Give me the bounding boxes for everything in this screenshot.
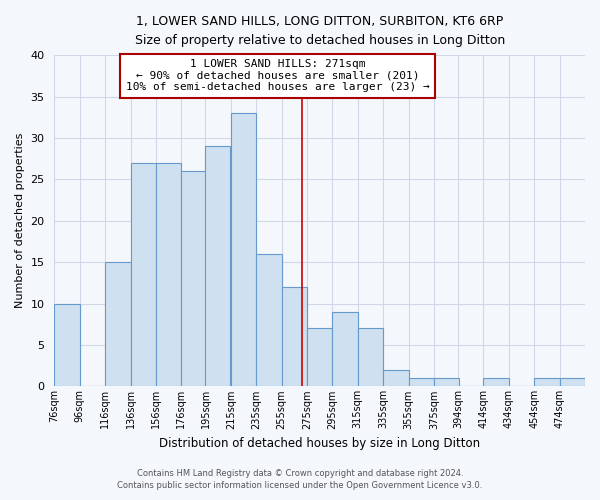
Bar bbox=[484, 378, 509, 386]
Title: 1, LOWER SAND HILLS, LONG DITTON, SURBITON, KT6 6RP
Size of property relative to: 1, LOWER SAND HILLS, LONG DITTON, SURBIT… bbox=[134, 15, 505, 47]
Bar bbox=[181, 171, 207, 386]
Bar bbox=[534, 378, 560, 386]
Bar bbox=[205, 146, 230, 386]
Bar bbox=[307, 328, 332, 386]
Bar bbox=[156, 163, 181, 386]
Bar bbox=[434, 378, 460, 386]
Bar bbox=[231, 113, 256, 386]
Text: Contains HM Land Registry data © Crown copyright and database right 2024.
Contai: Contains HM Land Registry data © Crown c… bbox=[118, 468, 482, 490]
Bar bbox=[332, 312, 358, 386]
Bar bbox=[55, 304, 80, 386]
X-axis label: Distribution of detached houses by size in Long Ditton: Distribution of detached houses by size … bbox=[159, 437, 480, 450]
Bar bbox=[256, 254, 281, 386]
Bar bbox=[105, 262, 131, 386]
Bar bbox=[409, 378, 434, 386]
Bar bbox=[281, 287, 307, 386]
Bar bbox=[560, 378, 585, 386]
Y-axis label: Number of detached properties: Number of detached properties bbox=[15, 133, 25, 308]
Bar bbox=[131, 163, 156, 386]
Text: 1 LOWER SAND HILLS: 271sqm
← 90% of detached houses are smaller (201)
10% of sem: 1 LOWER SAND HILLS: 271sqm ← 90% of deta… bbox=[126, 60, 430, 92]
Bar bbox=[358, 328, 383, 386]
Bar bbox=[383, 370, 409, 386]
